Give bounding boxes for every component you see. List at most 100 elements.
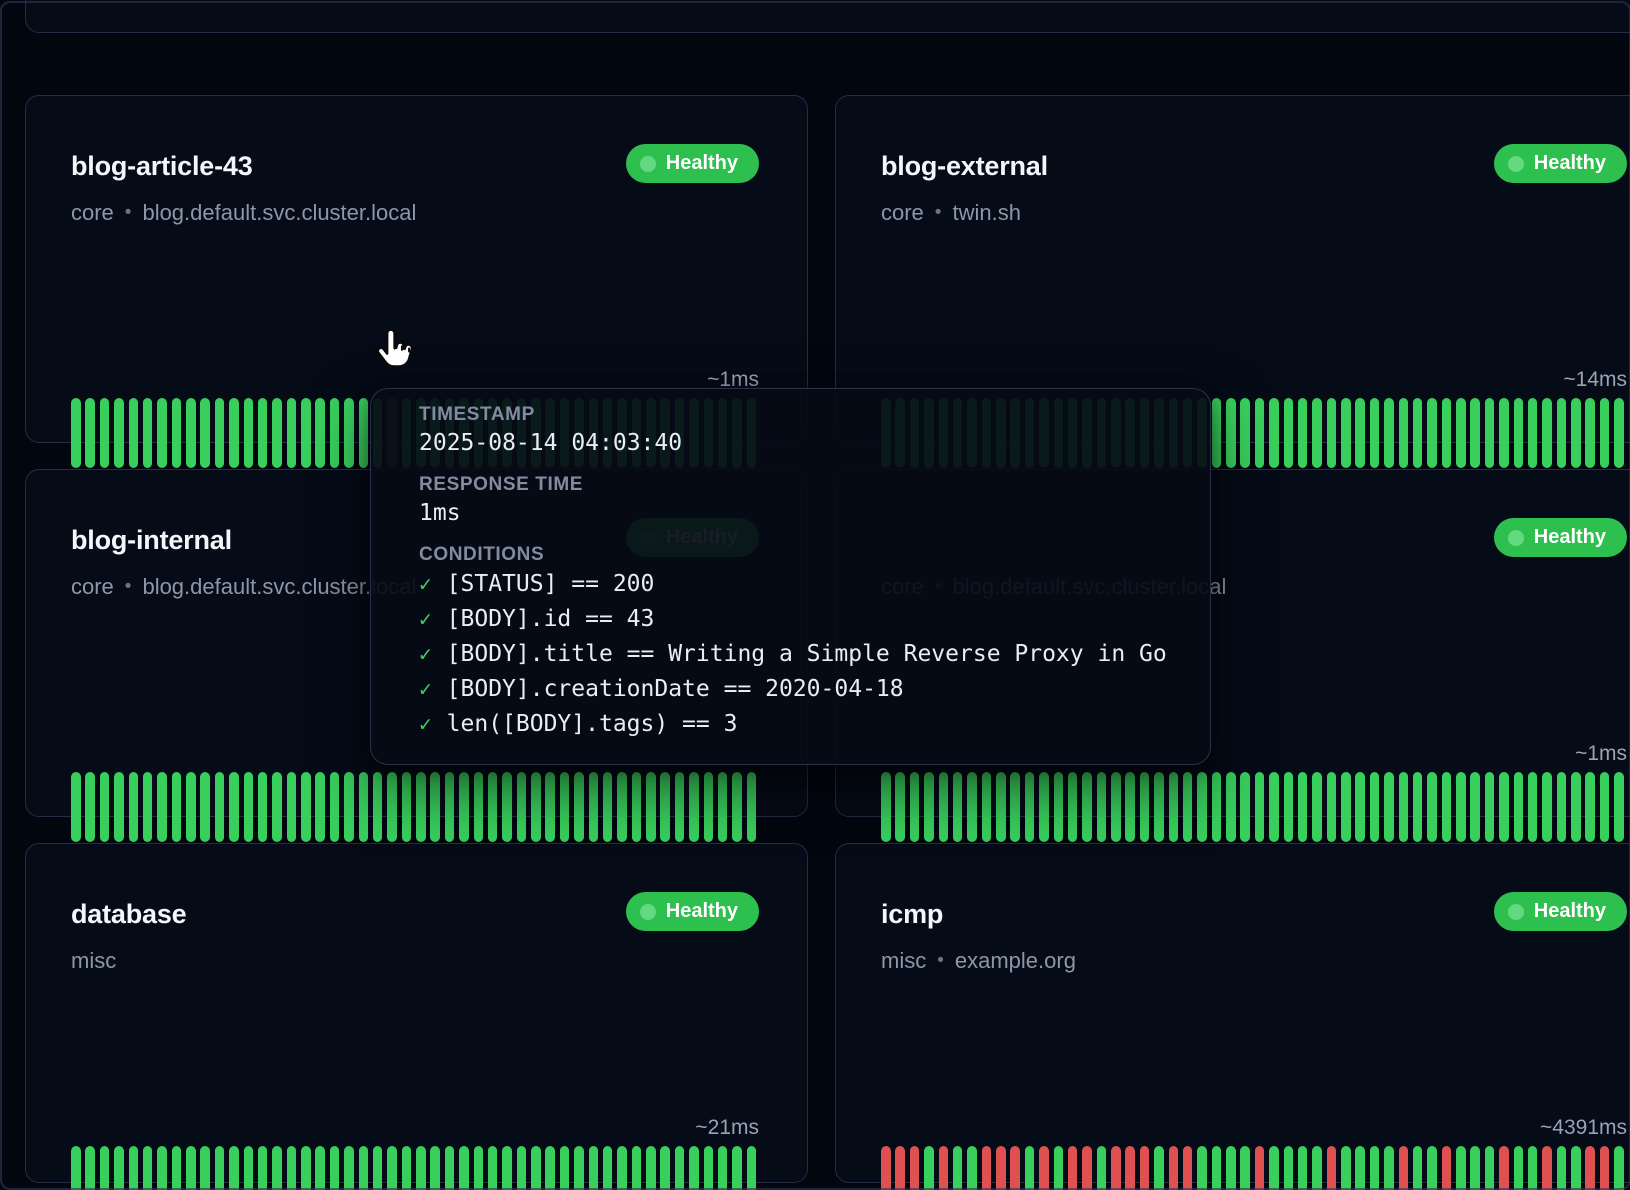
status-bar-up[interactable] — [1327, 772, 1337, 842]
status-bar-up[interactable] — [301, 772, 311, 842]
status-bar-up[interactable] — [330, 772, 340, 842]
status-bar-up[interactable] — [1370, 1146, 1380, 1190]
status-bar-up[interactable] — [560, 772, 570, 842]
status-bar-up[interactable] — [704, 772, 714, 842]
status-bar-up[interactable] — [982, 772, 992, 842]
status-bar-up[interactable] — [1571, 398, 1581, 468]
status-bar-up[interactable] — [1039, 772, 1049, 842]
status-bar-up[interactable] — [646, 772, 656, 842]
status-bar-up[interactable] — [1284, 772, 1294, 842]
status-bar-up[interactable] — [1226, 1146, 1236, 1190]
status-bar-up[interactable] — [1341, 772, 1351, 842]
status-bar-up[interactable] — [157, 1146, 167, 1190]
status-bar-up[interactable] — [114, 1146, 124, 1190]
status-bar-up[interactable] — [1470, 398, 1480, 468]
status-bar-up[interactable] — [1413, 772, 1423, 842]
status-bar-up[interactable] — [1269, 398, 1279, 468]
status-bar-up[interactable] — [287, 772, 297, 842]
status-bar-up[interactable] — [1614, 1146, 1624, 1190]
status-bar-up[interactable] — [1183, 772, 1193, 842]
status-bar-up[interactable] — [1399, 398, 1409, 468]
status-bar-up[interactable] — [186, 1146, 196, 1190]
status-bar-up[interactable] — [1355, 398, 1365, 468]
status-bar-up[interactable] — [589, 772, 599, 842]
status-bar-up[interactable] — [1399, 772, 1409, 842]
status-bar-up[interactable] — [1470, 1146, 1480, 1190]
status-bar-up[interactable] — [172, 398, 182, 468]
status-bar-up[interactable] — [100, 1146, 110, 1190]
status-bar-up[interactable] — [1054, 772, 1064, 842]
status-bar-down[interactable] — [1082, 1146, 1092, 1190]
status-bar-down[interactable] — [1585, 1146, 1595, 1190]
status-bar-up[interactable] — [129, 772, 139, 842]
status-bar-up[interactable] — [1470, 772, 1480, 842]
status-bar-up[interactable] — [632, 772, 642, 842]
status-bar-up[interactable] — [488, 772, 498, 842]
status-bar-up[interactable] — [1097, 1146, 1107, 1190]
status-bar-up[interactable] — [315, 1146, 325, 1190]
status-bar-up[interactable] — [330, 398, 340, 468]
status-bar-up[interactable] — [675, 1146, 685, 1190]
status-bar-up[interactable] — [1384, 398, 1394, 468]
status-bar-up[interactable] — [200, 772, 210, 842]
status-bar-up[interactable] — [1528, 772, 1538, 842]
status-bar-up[interactable] — [574, 1146, 584, 1190]
status-bar-up[interactable] — [1025, 772, 1035, 842]
status-bar-up[interactable] — [272, 772, 282, 842]
status-bar-up[interactable] — [732, 1146, 742, 1190]
status-bar-up[interactable] — [200, 398, 210, 468]
status-bar-up[interactable] — [1212, 772, 1222, 842]
status-bar-up[interactable] — [215, 1146, 225, 1190]
status-bar-up[interactable] — [445, 772, 455, 842]
status-bar-up[interactable] — [1614, 398, 1624, 468]
status-bar-up[interactable] — [545, 1146, 555, 1190]
status-bar-up[interactable] — [1442, 398, 1452, 468]
status-bar-up[interactable] — [100, 772, 110, 842]
status-bar-up[interactable] — [1528, 398, 1538, 468]
status-bar-up[interactable] — [1269, 772, 1279, 842]
status-bar-up[interactable] — [1499, 398, 1509, 468]
status-bar-up[interactable] — [574, 772, 584, 842]
status-bar-up[interactable] — [85, 1146, 95, 1190]
service-card-database[interactable]: database Healthy misc • ~21ms 8 hours ag… — [25, 843, 808, 1183]
status-bar-up[interactable] — [996, 772, 1006, 842]
status-bar-up[interactable] — [287, 398, 297, 468]
status-bar-up[interactable] — [1456, 1146, 1466, 1190]
status-bar-up[interactable] — [704, 1146, 714, 1190]
status-bar-up[interactable] — [1427, 398, 1437, 468]
status-bar-up[interactable] — [1312, 398, 1322, 468]
status-bar-up[interactable] — [1485, 772, 1495, 842]
status-bar-up[interactable] — [359, 772, 369, 842]
status-bar-up[interactable] — [953, 1146, 963, 1190]
status-bar-up[interactable] — [1528, 1146, 1538, 1190]
status-bar-up[interactable] — [660, 1146, 670, 1190]
status-bar-up[interactable] — [287, 1146, 297, 1190]
status-bar-up[interactable] — [229, 398, 239, 468]
status-bar-up[interactable] — [881, 772, 891, 842]
status-bar-up[interactable] — [1557, 398, 1567, 468]
status-bar-up[interactable] — [430, 772, 440, 842]
status-bar-up[interactable] — [747, 1146, 757, 1190]
status-bar-up[interactable] — [315, 772, 325, 842]
status-bar-up[interactable] — [747, 772, 757, 842]
status-bar-up[interactable] — [157, 398, 167, 468]
status-bar-up[interactable] — [1154, 1146, 1164, 1190]
status-bar-up[interactable] — [1284, 1146, 1294, 1190]
status-bar-down[interactable] — [1183, 1146, 1193, 1190]
status-bar-up[interactable] — [1370, 398, 1380, 468]
status-bar-up[interactable] — [344, 772, 354, 842]
status-bar-up[interactable] — [1413, 398, 1423, 468]
status-bar-up[interactable] — [560, 1146, 570, 1190]
status-bar-up[interactable] — [344, 398, 354, 468]
status-bar-up[interactable] — [910, 772, 920, 842]
status-bar-up[interactable] — [589, 1146, 599, 1190]
status-bar-up[interactable] — [718, 1146, 728, 1190]
status-bar-up[interactable] — [603, 772, 613, 842]
status-bar-up[interactable] — [660, 772, 670, 842]
status-bar-down[interactable] — [996, 1146, 1006, 1190]
status-bar-up[interactable] — [301, 1146, 311, 1190]
status-bar-up[interactable] — [1212, 398, 1222, 468]
status-bar-up[interactable] — [373, 772, 383, 842]
status-bar-up[interactable] — [1140, 772, 1150, 842]
status-bar-up[interactable] — [1298, 772, 1308, 842]
